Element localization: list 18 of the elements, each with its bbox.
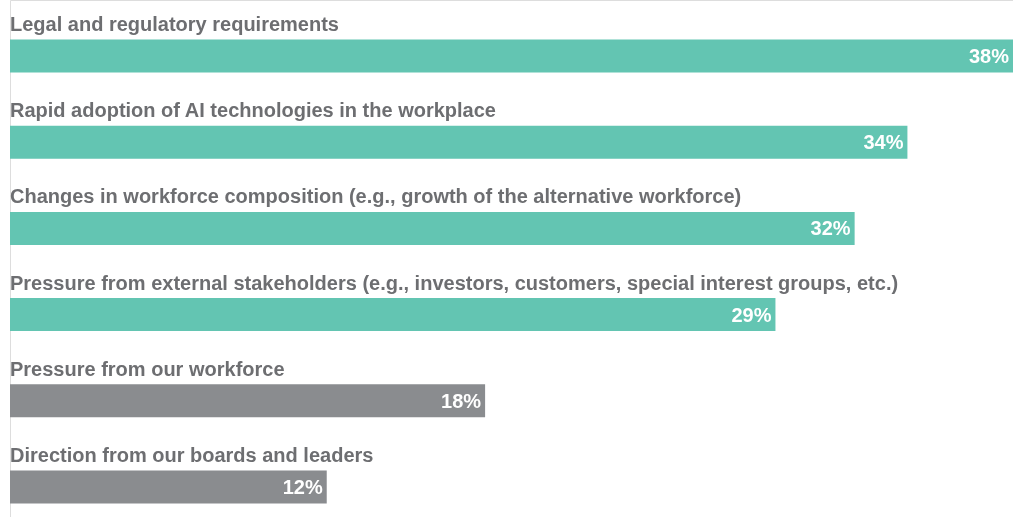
y-tick-label: Legal and regulatory requirements <box>10 13 339 36</box>
bar <box>10 211 855 245</box>
y-tick-label: Pressure from our workforce <box>10 357 285 380</box>
data-label: 29% <box>731 303 772 326</box>
y-tick-label: Changes in workforce composition (e.g., growth of the alternative workforce) <box>10 185 742 208</box>
data-label: 34% <box>863 131 904 154</box>
data-label: 18% <box>441 389 482 412</box>
data-label: 38% <box>968 45 1010 68</box>
y-tick-label: Pressure from external stakeholders (e.g., investors, customers, special interest groups, etc.) <box>10 271 899 294</box>
bar <box>10 470 327 504</box>
data-label: 32% <box>810 217 851 240</box>
bar <box>10 39 1013 73</box>
y-tick-label: Rapid adoption of AI technologies in the workplace <box>10 99 496 122</box>
data-label: 12% <box>282 475 323 498</box>
bar <box>10 125 908 159</box>
bar <box>10 384 486 418</box>
bar <box>10 298 776 332</box>
y-tick-label: Direction from our boards and leaders <box>10 443 374 466</box>
